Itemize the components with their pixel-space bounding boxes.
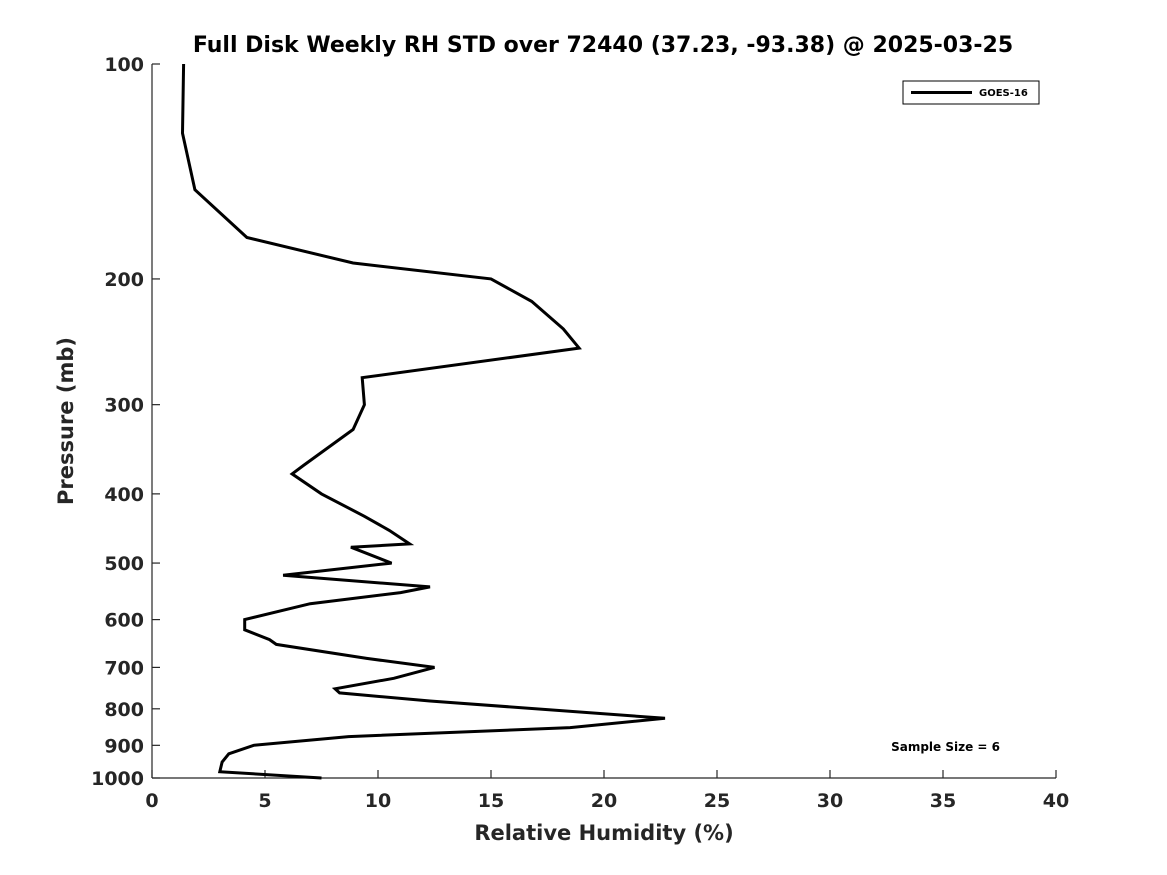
x-tick-label: 40	[1043, 790, 1069, 812]
x-tick-label: 20	[591, 790, 617, 812]
x-axis-ticks: 0 5 10 15 20 25 30 35 40	[145, 770, 1069, 812]
y-tick-label: 1000	[91, 768, 144, 790]
x-tick-label: 35	[930, 790, 956, 812]
y-tick-label: 500	[104, 553, 144, 575]
x-tick-label: 25	[704, 790, 730, 812]
y-tick-label: 800	[104, 699, 144, 721]
x-tick-label: 30	[817, 790, 843, 812]
y-tick-label: 200	[104, 269, 144, 291]
x-axis-label: Relative Humidity (%)	[474, 821, 733, 845]
series-line-goes-16	[180, 63, 666, 780]
plot-area	[180, 63, 666, 780]
x-tick-label: 15	[478, 790, 504, 812]
y-tick-label: 400	[104, 484, 144, 506]
y-axis-ticks: 100 200 300 400 500 600 700 800 900 1000	[91, 54, 160, 790]
x-tick-label: 5	[258, 790, 271, 812]
chart-title: Full Disk Weekly RH STD over 72440 (37.2…	[193, 33, 1013, 58]
legend-entry: GOES-16	[979, 88, 1028, 99]
y-tick-label: 300	[104, 395, 144, 417]
y-tick-label: 700	[104, 657, 144, 679]
y-tick-label: 100	[104, 54, 144, 76]
x-tick-label: 0	[145, 790, 158, 812]
y-tick-label: 600	[104, 610, 144, 632]
legend: GOES-16	[902, 80, 1040, 105]
sample-size-annotation: Sample Size = 6	[891, 740, 1000, 754]
y-tick-label: 900	[104, 735, 144, 757]
y-axis-label: Pressure (mb)	[54, 337, 78, 505]
x-tick-label: 10	[365, 790, 391, 812]
